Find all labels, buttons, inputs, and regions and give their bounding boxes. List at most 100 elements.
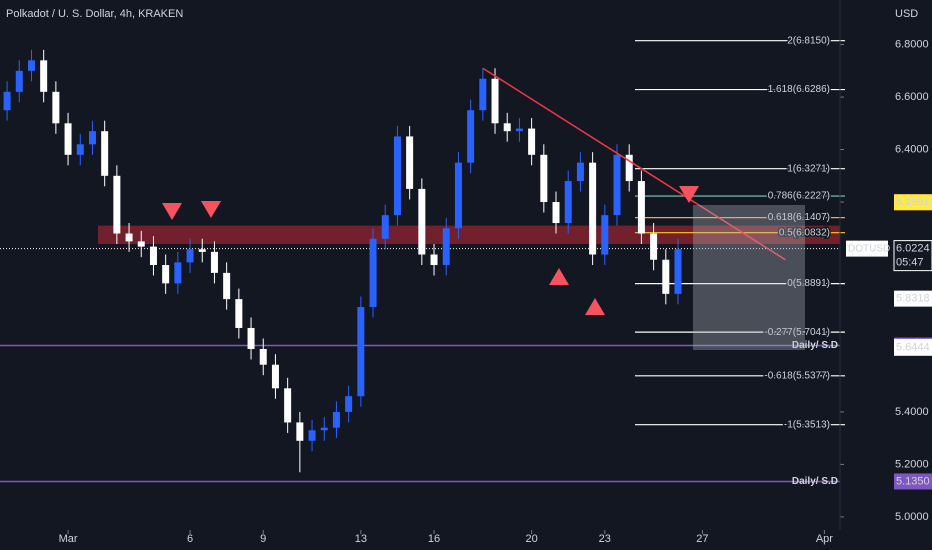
buy-marker	[585, 298, 605, 315]
candle-body	[113, 175, 121, 234]
candle-body	[454, 162, 462, 229]
price-tag	[894, 339, 932, 356]
price-tag	[894, 194, 932, 211]
chart-title: Polkadot / U. S. Dollar, 4h, KRAKEN	[6, 8, 183, 20]
fib-label: 0(5.8891)	[787, 278, 830, 289]
candle-body	[3, 91, 11, 111]
candle-body	[137, 241, 145, 247]
candle-body	[442, 228, 450, 265]
candle-body	[576, 162, 584, 182]
fib-label: 0.5(6.0832)	[779, 227, 830, 238]
candle-body	[515, 128, 523, 132]
candle-body	[650, 233, 658, 260]
y-tick-label: 5.0000	[895, 511, 929, 523]
fib-label: -0.618(5.5377)	[764, 370, 830, 381]
candle-body	[308, 430, 316, 441]
price-tag	[894, 473, 932, 490]
x-tick-label: 27	[696, 533, 708, 545]
candle-body	[210, 251, 218, 273]
candle-body	[564, 181, 572, 224]
y-tick-label: 6.8000	[895, 39, 929, 51]
fib-label: 1.618(6.6286)	[768, 84, 830, 95]
candle-body	[613, 154, 621, 216]
candle-body	[662, 259, 670, 294]
candle-body	[40, 60, 48, 92]
candle-body	[320, 427, 328, 431]
candle-body	[101, 131, 109, 176]
position-box	[693, 205, 805, 350]
candle-body	[259, 348, 267, 365]
candle-body	[479, 78, 487, 111]
candle-body	[357, 306, 365, 397]
symbol-tag	[846, 240, 888, 257]
candle-body	[284, 388, 292, 423]
candle-body	[27, 60, 35, 71]
sd-label: Daily/ S.D	[792, 476, 838, 487]
x-tick-label: 6	[187, 533, 193, 545]
candle-body	[552, 202, 560, 224]
candle-body	[149, 246, 157, 265]
candle-body	[467, 110, 475, 163]
candle-body	[528, 128, 536, 155]
trendline	[482, 67, 786, 261]
sell-marker	[679, 186, 699, 203]
x-tick-label: Apr	[816, 533, 833, 545]
candle-body	[198, 249, 206, 252]
y-tick-label: 5.2000	[895, 458, 929, 470]
candle-body	[637, 181, 645, 234]
price-tag	[894, 290, 932, 307]
candle-body	[674, 249, 682, 294]
candle-body	[247, 327, 255, 349]
fib-label: 0.618(6.1407)	[768, 212, 830, 223]
countdown: 05:47	[896, 257, 924, 269]
candle-body	[332, 411, 340, 428]
candle-body	[491, 78, 499, 124]
price-tag-label: 5.1350	[896, 475, 930, 487]
x-tick-label: 16	[428, 533, 440, 545]
buy-marker	[549, 268, 569, 285]
candle-body	[76, 144, 84, 155]
price-tag-label: 6.1991	[896, 196, 930, 208]
candle-body	[15, 70, 23, 92]
fib-label: -0.277(5.7041)	[764, 327, 830, 338]
current-price-label: 6.0224	[896, 243, 930, 255]
candle-body	[430, 254, 438, 265]
x-tick-label: 23	[599, 533, 611, 545]
candle-body	[271, 364, 279, 389]
candle-body	[88, 131, 96, 145]
candle-body	[345, 396, 353, 412]
candle-body	[186, 249, 194, 263]
candle-body	[601, 215, 609, 255]
sd-label: Daily/ S.D	[792, 340, 838, 351]
candle-body	[162, 265, 170, 284]
y-tick-label: 6.4000	[895, 143, 929, 155]
candle-body	[52, 91, 60, 124]
candle-body	[296, 422, 304, 441]
sell-marker	[162, 203, 182, 220]
currency: USD	[895, 8, 918, 20]
candle-body	[235, 299, 243, 328]
current-price-tag	[893, 240, 932, 272]
symbol-label: DOTUSD	[848, 243, 890, 254]
y-tick-label: 5.4000	[895, 406, 929, 418]
x-tick-label: Mar	[59, 533, 78, 545]
y-tick-label: 6.6000	[895, 91, 929, 103]
price-tag-label: 5.8318	[896, 293, 930, 305]
x-tick-label: 20	[525, 533, 537, 545]
price-tag-label: 5.6444	[896, 342, 930, 354]
candle-body	[540, 154, 548, 203]
fib-label: -1(5.3513)	[784, 419, 830, 430]
candle-body	[393, 136, 401, 216]
x-tick-label: 9	[260, 533, 266, 545]
candle-body	[381, 215, 389, 239]
fib-label: 2(6.8150)	[787, 35, 830, 46]
candle-body	[418, 188, 426, 255]
candle-body	[64, 123, 72, 155]
candle-body	[503, 123, 511, 132]
candle-body	[406, 136, 414, 189]
sell-marker	[201, 201, 221, 218]
candle-body	[174, 262, 182, 284]
candle-body	[589, 162, 597, 255]
